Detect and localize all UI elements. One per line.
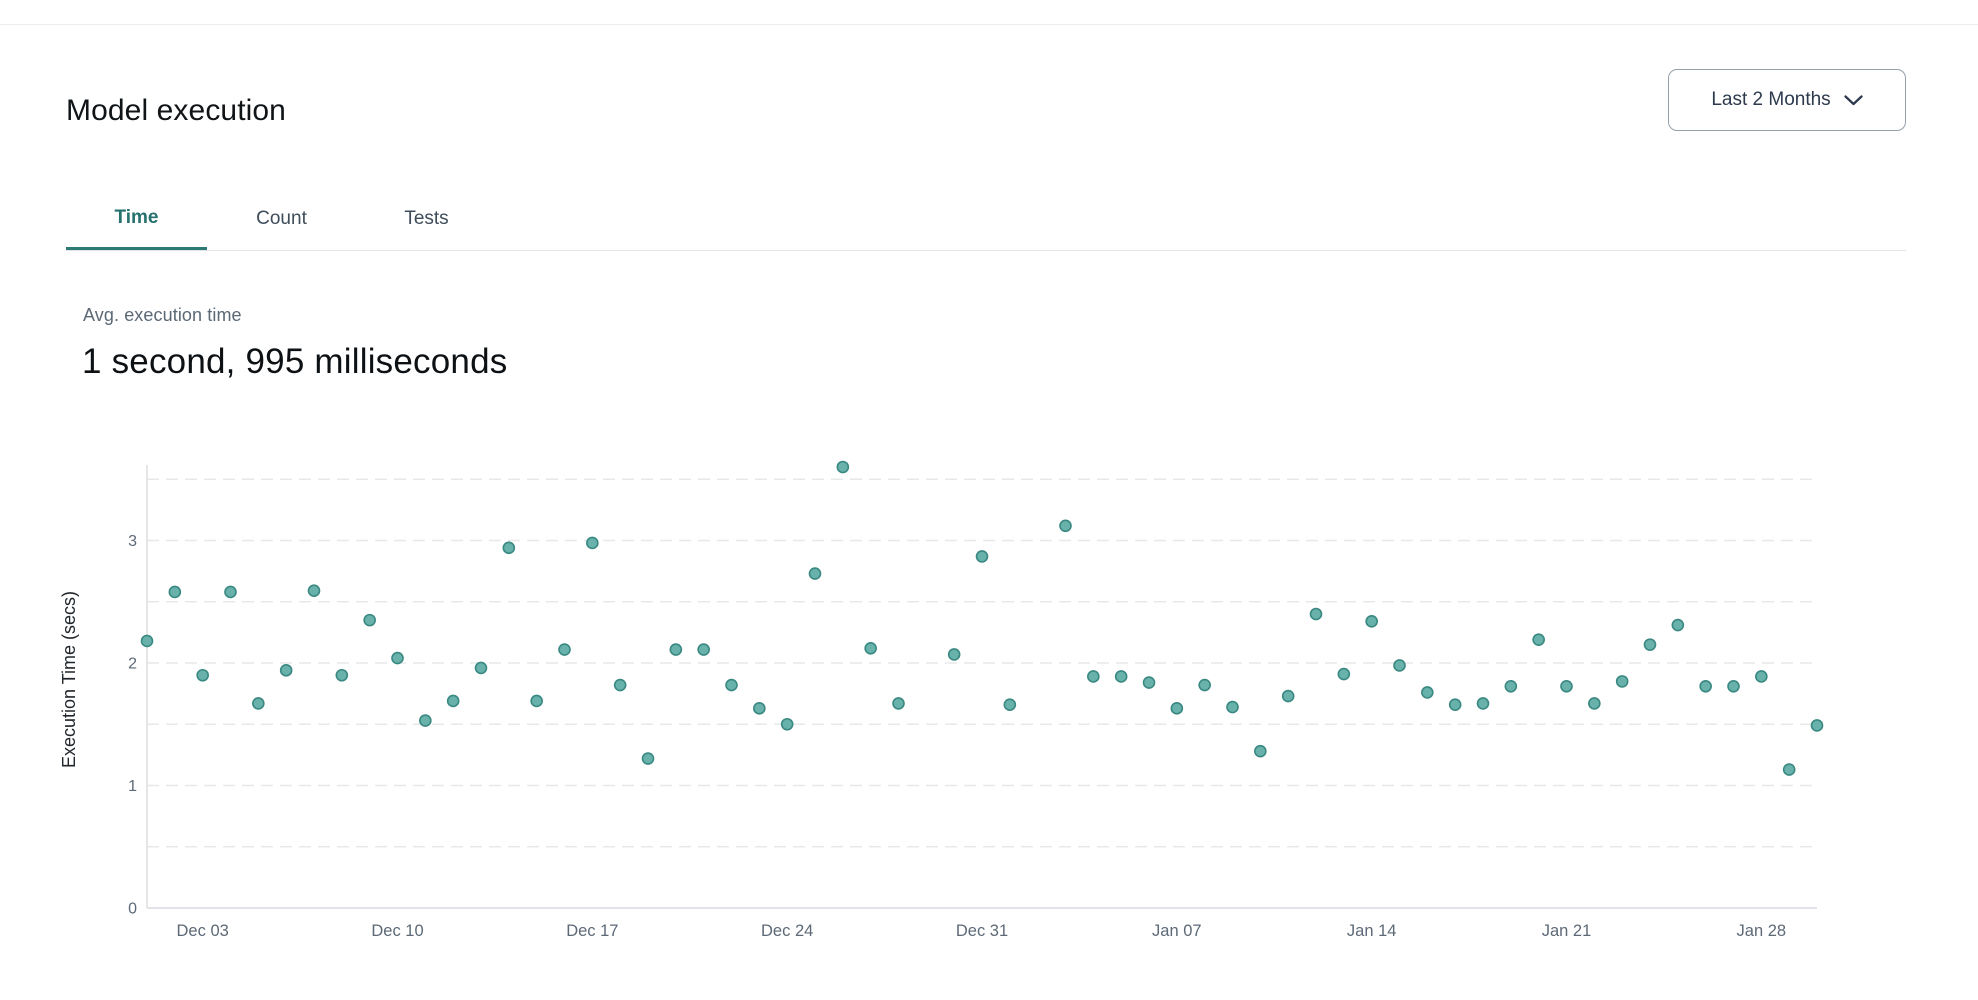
date-range-value: Last 2 Months xyxy=(1711,89,1831,110)
y-tick-label: 0 xyxy=(128,901,137,918)
data-point xyxy=(1476,697,1490,710)
data-point xyxy=(1448,698,1462,711)
x-tick-label: Dec 24 xyxy=(761,922,813,940)
x-tick-label: Dec 10 xyxy=(371,922,423,940)
data-point xyxy=(947,648,961,661)
data-point xyxy=(558,643,571,656)
tab-tests[interactable]: Tests xyxy=(356,188,497,250)
data-point xyxy=(725,678,738,692)
data-point xyxy=(1365,615,1378,628)
data-point xyxy=(1087,670,1100,683)
data-point xyxy=(1114,670,1128,683)
data-point xyxy=(669,643,683,656)
data-point xyxy=(1671,618,1685,632)
execution-time-chart: 0 1 2 3 Dec 03 Dec 10 Dec 17 Dec 24 Dec 31 Jan 07… xyxy=(0,440,1978,980)
data-point xyxy=(1281,689,1295,703)
data-point xyxy=(474,661,488,675)
data-point xyxy=(1727,679,1740,693)
x-tick-label: Jan 14 xyxy=(1347,922,1397,940)
data-point xyxy=(753,702,766,715)
x-tick-label: Jan 07 xyxy=(1152,922,1202,940)
scatter-chart: 0 1 2 3 Dec 03 Dec 10 Dec 17 Dec 24 Dec 31 Jan 07… xyxy=(59,460,1824,940)
date-range-dropdown[interactable]: Last 2 Months xyxy=(1668,69,1906,131)
data-point xyxy=(224,585,237,599)
avg-execution-time-value: 1 second, 995 milliseconds xyxy=(82,342,508,381)
chevron-down-icon xyxy=(1844,94,1863,105)
data-point xyxy=(1699,679,1712,693)
tab-count[interactable]: Count xyxy=(211,188,352,250)
data-point xyxy=(1643,638,1657,651)
data-point xyxy=(1560,679,1573,693)
data-point xyxy=(808,567,822,580)
data-point xyxy=(530,694,543,708)
data-point xyxy=(1782,763,1796,776)
page-title: Model execution xyxy=(66,94,286,128)
data-point xyxy=(307,584,321,598)
data-point xyxy=(613,678,627,692)
data-point xyxy=(419,714,432,727)
tab-bar: Time Count Tests xyxy=(66,188,1906,251)
data-point xyxy=(140,634,154,648)
data-point xyxy=(391,651,404,665)
y-tick-label: 2 xyxy=(128,656,137,673)
y-axis-title: Execution Time (secs) xyxy=(59,591,79,768)
y-tick-label: 1 xyxy=(128,778,137,795)
data-point xyxy=(836,460,850,474)
x-tick-label: Jan 28 xyxy=(1737,922,1787,940)
data-point xyxy=(1532,633,1545,647)
data-point xyxy=(697,643,710,656)
data-point xyxy=(1003,698,1017,711)
data-point xyxy=(1226,700,1239,714)
data-point xyxy=(864,641,877,655)
data-point xyxy=(780,717,794,731)
data-point xyxy=(1170,702,1184,715)
data-point xyxy=(975,550,989,563)
data-point xyxy=(502,541,516,555)
data-point xyxy=(1810,719,1824,732)
data-point xyxy=(363,613,376,627)
data-point xyxy=(1755,670,1768,683)
data-point xyxy=(446,694,460,708)
data-point xyxy=(1421,686,1434,699)
data-point xyxy=(641,752,655,765)
top-divider xyxy=(0,24,1978,25)
data-point xyxy=(1309,607,1323,621)
data-point xyxy=(586,536,599,550)
data-point xyxy=(1198,678,1211,692)
data-point xyxy=(1142,676,1156,689)
x-tick-label: Dec 31 xyxy=(956,922,1008,940)
data-point xyxy=(1615,675,1629,688)
data-point xyxy=(335,668,349,682)
avg-execution-time-label: Avg. execution time xyxy=(83,305,242,325)
data-point xyxy=(252,697,265,710)
data-point xyxy=(1393,659,1406,672)
data-point xyxy=(196,668,209,682)
x-tick-label: Jan 21 xyxy=(1542,922,1592,940)
data-point xyxy=(892,697,905,710)
data-point xyxy=(1504,679,1518,693)
data-point xyxy=(279,664,293,677)
data-point xyxy=(1337,667,1351,681)
y-tick-label: 3 xyxy=(128,533,137,550)
x-tick-label: Dec 03 xyxy=(177,922,229,940)
data-point xyxy=(168,585,182,599)
tab-time[interactable]: Time xyxy=(66,188,207,250)
data-point xyxy=(1588,697,1601,710)
data-point xyxy=(1254,744,1267,758)
x-tick-label: Dec 17 xyxy=(566,922,618,940)
data-point xyxy=(1059,519,1072,533)
